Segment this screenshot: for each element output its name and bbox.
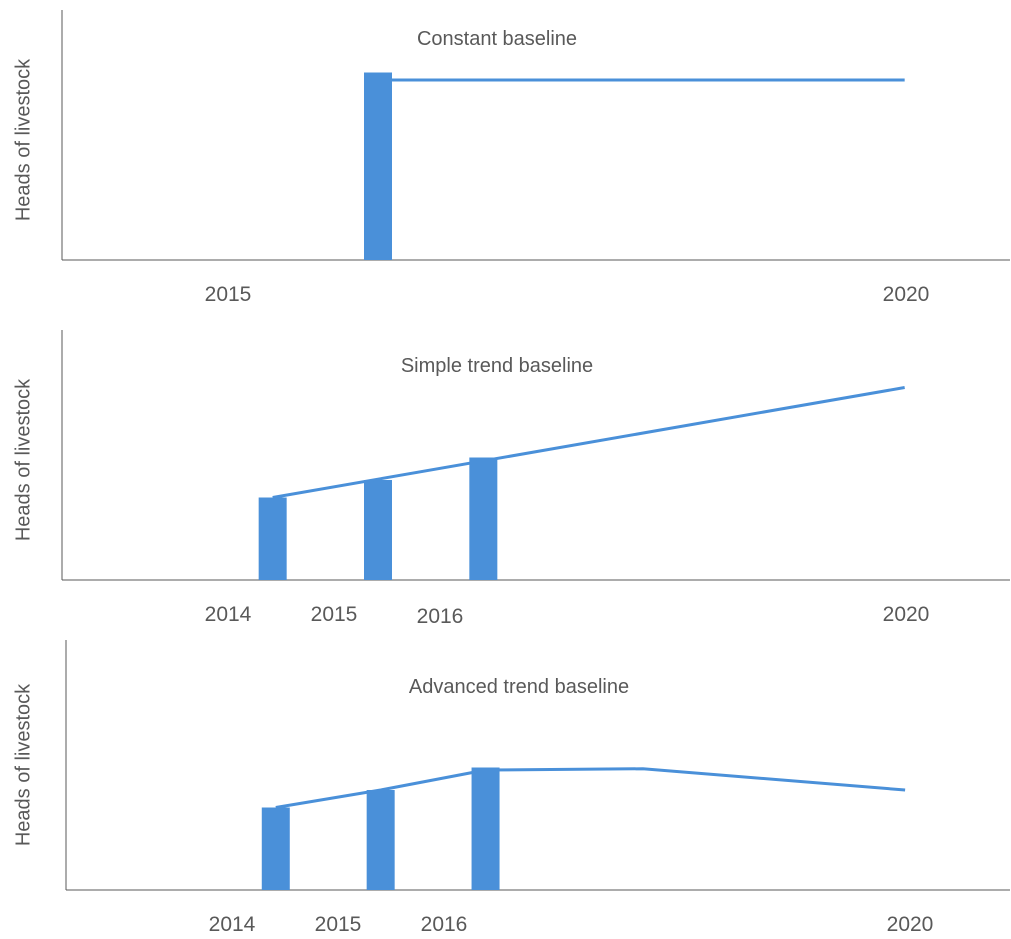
bar <box>258 497 287 580</box>
chart-plot <box>61 330 1010 581</box>
bar <box>366 790 395 890</box>
chart-panel-constant: Heads of livestock Constant baseline 201… <box>0 0 1011 310</box>
bar <box>364 480 392 580</box>
baseline-line <box>272 386 905 499</box>
x-tick-label: 2015 <box>204 283 252 306</box>
x-tick-label: 2020 <box>882 283 930 306</box>
x-tick-label: 2014 <box>208 913 256 936</box>
chart-plot <box>61 10 1010 261</box>
chart-panel-simple-trend: Heads of livestock Simple trend baseline… <box>13 330 1010 628</box>
x-tick-label: 2015 <box>310 603 358 626</box>
chart-title: Advanced trend baseline <box>408 676 630 698</box>
chart-title: Constant baseline <box>416 28 578 50</box>
bar <box>469 457 498 580</box>
chart-title: Simple trend baseline <box>400 355 594 377</box>
x-tick-label: 2016 <box>420 913 468 936</box>
x-tick-label: 2020 <box>886 913 934 936</box>
x-tick-label: 2015 <box>314 913 362 936</box>
baseline-line <box>275 767 906 809</box>
x-tick-label: 2016 <box>416 605 464 628</box>
x-tick-label: 2014 <box>204 603 252 626</box>
bar <box>261 807 290 890</box>
bar <box>471 767 500 890</box>
x-tick-label: 2020 <box>882 603 930 626</box>
bar <box>364 72 392 260</box>
